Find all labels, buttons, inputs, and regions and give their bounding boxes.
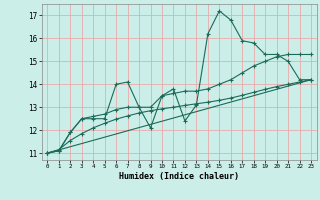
X-axis label: Humidex (Indice chaleur): Humidex (Indice chaleur) [119, 172, 239, 181]
